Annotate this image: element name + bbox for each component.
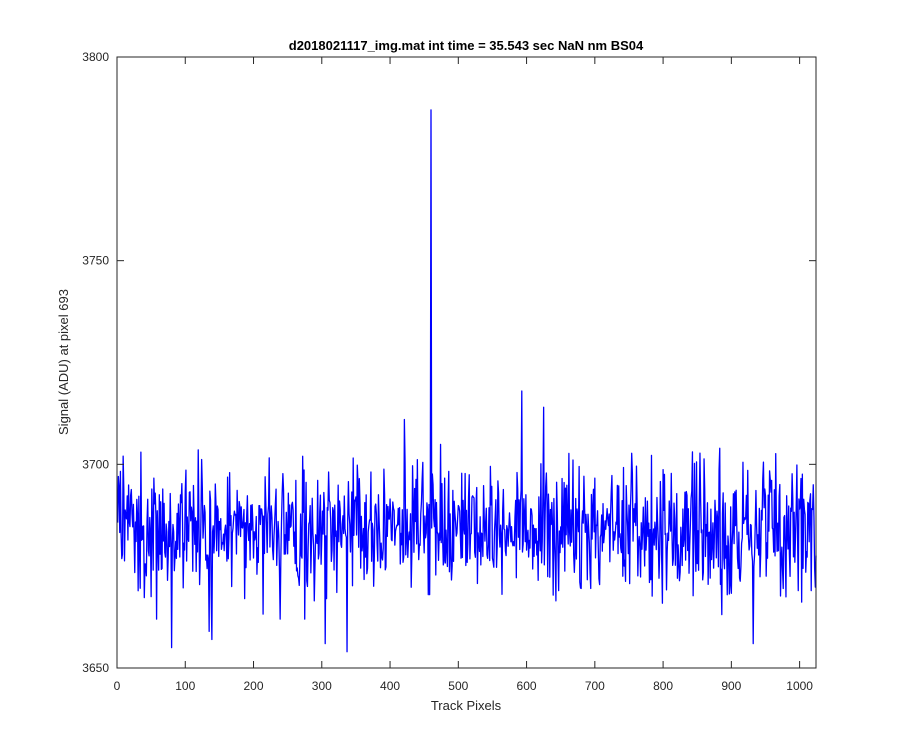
x-tick-label: 900 xyxy=(721,679,741,693)
x-axis: 0 100 200 300 400 500 600 700 800 900 1000 xyxy=(114,57,813,693)
x-tick-label: 600 xyxy=(517,679,537,693)
x-tick-label: 100 xyxy=(175,679,195,693)
plot-background xyxy=(117,57,816,668)
x-tick-label: 800 xyxy=(653,679,673,693)
signal-series-line xyxy=(117,109,817,653)
x-tick-label: 700 xyxy=(585,679,605,693)
x-tick-label: 200 xyxy=(244,679,264,693)
series-layer xyxy=(117,109,817,653)
x-tick-label: 500 xyxy=(448,679,468,693)
x-axis-label: Track Pixels xyxy=(431,698,502,713)
y-axis: 3650 3700 3750 3800 xyxy=(82,50,816,675)
y-tick-label: 3650 xyxy=(82,661,109,675)
chart-title: d2018021117_img.mat int time = 35.543 se… xyxy=(289,38,644,53)
plot-frame xyxy=(116,56,817,669)
y-tick-label: 3700 xyxy=(82,457,109,471)
y-axis-label: Signal (ADU) at pixel 693 xyxy=(56,289,71,435)
x-tick-label: 1000 xyxy=(786,679,813,693)
y-tick-label: 3750 xyxy=(82,254,109,268)
x-tick-label: 0 xyxy=(114,679,121,693)
x-tick-label: 400 xyxy=(380,679,400,693)
y-tick-label: 3800 xyxy=(82,50,109,64)
x-tick-label: 300 xyxy=(312,679,332,693)
